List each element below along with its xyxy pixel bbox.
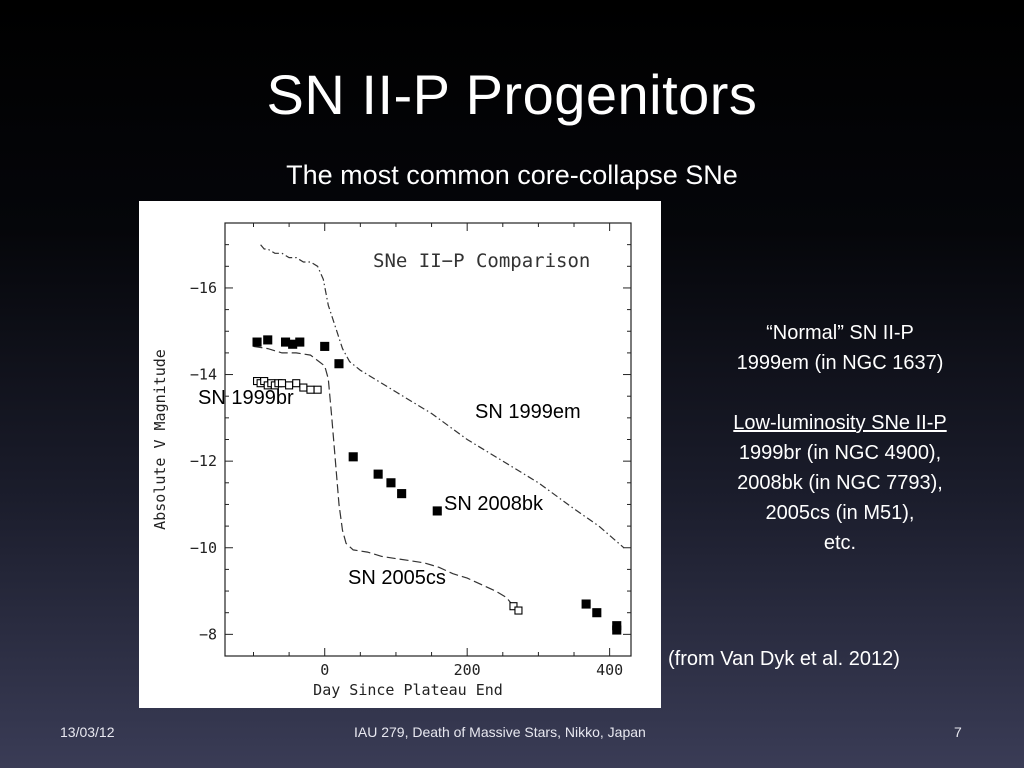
data-point-sn-1999br	[277, 379, 287, 388]
label-sn-1999br: SN 1999br	[198, 387, 294, 409]
slide-title: SN II-P Progenitors	[266, 63, 758, 126]
footer-center: IAU 279, Death of Massive Stars, Nikko, …	[354, 724, 646, 740]
chart-svg: 0 200 400 −16 −14 −12 −10 −8 Day Since Plateau E…	[151, 222, 632, 699]
data-point-sn-2008bk	[334, 359, 344, 369]
data-point-sn-1999br	[306, 385, 315, 394]
series-line-sn-2005cs	[253, 345, 514, 607]
source-citation: (from Van Dyk et al. 2012)	[668, 648, 900, 670]
slide-subtitle: The most common core-collapse SNe	[286, 160, 738, 190]
series-line-sn-1999em	[260, 244, 625, 549]
x-axis-label: Day Since Plateau End	[313, 681, 503, 699]
data-point-sn-2008bk	[432, 506, 442, 516]
label-sn-1999em: SN 1999em	[475, 401, 581, 423]
data-point-sn-2008bk	[612, 625, 622, 635]
chart-title: SNe II−P Comparison	[373, 250, 590, 272]
label-sn-2008bk: SN 2008bk	[444, 493, 543, 515]
data-point-sn-2008bk	[373, 469, 383, 479]
footer-page-number: 7	[954, 724, 962, 740]
data-point-sn-2008bk	[397, 489, 407, 499]
plot-frame	[224, 222, 632, 657]
data-point-sn-1999br	[514, 606, 523, 615]
notes-block: “Normal” SN II-P 1999em (in NGC 1637) Lo…	[690, 318, 990, 558]
data-point-sn-2008bk	[592, 608, 602, 618]
data-point-sn-2008bk	[252, 337, 262, 347]
data-point-sn-1999br	[313, 385, 322, 394]
normal-object: 1999em (in NGC 1637)	[736, 352, 944, 374]
chart-figure: 0 200 400 −16 −14 −12 −10 −8 Day Since Plateau E…	[139, 201, 661, 708]
data-point-sn-2008bk	[320, 341, 330, 351]
y-tick-label: −16	[190, 279, 217, 297]
lowlum-line: etc.	[823, 532, 857, 554]
x-tick-label: 0	[320, 661, 329, 679]
data-point-sn-2008bk	[386, 478, 396, 488]
data-point-sn-1999br	[509, 602, 518, 611]
y-axis-label: Absolute V Magnitude	[151, 349, 169, 530]
y-tick-label: −10	[190, 539, 217, 557]
data-point-sn-2008bk	[263, 335, 273, 345]
y-tick-label: −8	[199, 625, 217, 643]
x-tick-label: 200	[454, 661, 481, 679]
y-tick-label: −12	[190, 452, 217, 470]
y-tick-label: −14	[190, 366, 217, 384]
x-tick-label: 400	[596, 661, 623, 679]
data-point-sn-2008bk	[295, 337, 305, 347]
data-point-sn-1999br	[299, 383, 308, 392]
normal-heading: “Normal” SN II-P	[766, 322, 914, 344]
lowlum-line: 1999br (in NGC 4900),	[738, 442, 942, 464]
data-point-sn-1999br	[292, 379, 301, 388]
lowlum-line: 2005cs (in M51),	[765, 502, 915, 524]
footer-date: 13/03/12	[60, 724, 115, 740]
label-sn-2005cs: SN 2005cs	[348, 567, 446, 589]
data-point-sn-2008bk	[348, 452, 358, 462]
lowlum-line: 2008bk (in NGC 7793),	[737, 472, 943, 494]
lowlum-heading: Low-luminosity SNe II-P	[733, 412, 947, 434]
data-point-sn-2008bk	[581, 599, 591, 609]
